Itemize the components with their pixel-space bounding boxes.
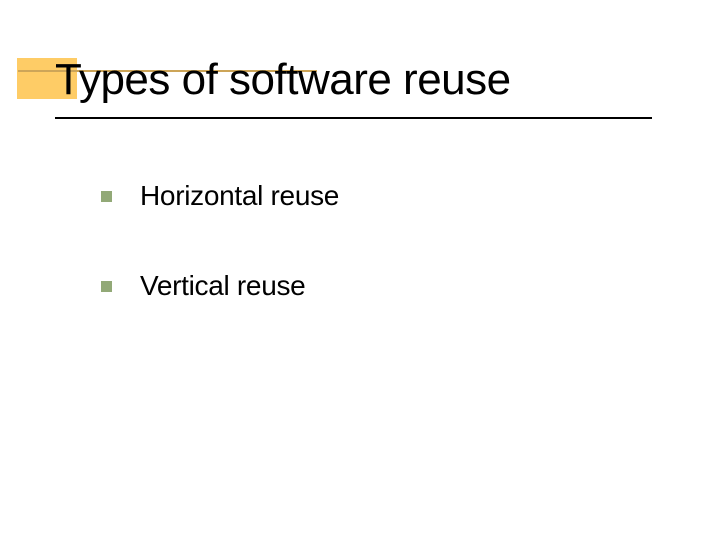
list-item: Horizontal reuse [101,180,339,212]
bullet-text: Vertical reuse [140,270,305,302]
bullet-square-icon [101,191,112,202]
bullet-text: Horizontal reuse [140,180,339,212]
slide-title: Types of software reuse [55,55,511,105]
bullet-list: Horizontal reuse Vertical reuse [101,180,339,360]
bullet-square-icon [101,281,112,292]
list-item: Vertical reuse [101,270,339,302]
title-underline [55,117,652,119]
